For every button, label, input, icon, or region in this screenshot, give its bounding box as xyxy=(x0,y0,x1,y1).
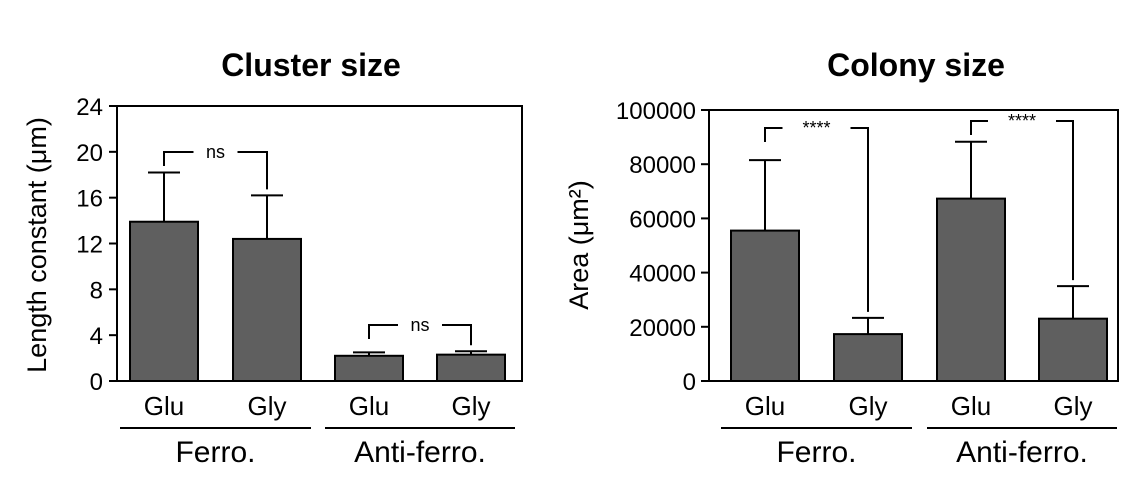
bar xyxy=(232,237,302,382)
x-tick-label: Glu xyxy=(144,391,184,421)
x-tick-label: Glu xyxy=(745,391,785,421)
significance-label: **** xyxy=(1008,111,1036,131)
significance-bracket xyxy=(850,127,869,312)
x-tick-label: Gly xyxy=(849,391,888,421)
group-label: Ferro. xyxy=(175,436,255,469)
x-tick-label: Gly xyxy=(452,391,491,421)
bar xyxy=(936,197,1006,382)
significance-bracket xyxy=(163,151,194,166)
y-tick-label: 60000 xyxy=(629,206,696,233)
bar xyxy=(129,220,199,382)
chart-title: Cluster size xyxy=(221,47,401,83)
bar xyxy=(730,229,800,382)
bar xyxy=(1038,317,1108,383)
y-axis-label: Length constant (μm) xyxy=(22,117,52,373)
significance-bracket xyxy=(368,324,398,339)
y-tick-label: 4 xyxy=(90,323,103,350)
bar xyxy=(436,353,506,383)
colony-size-panel: Colony size Area (μm²) 0 20000 40000 60000 8… xyxy=(564,47,1119,469)
x-tick-label: Gly xyxy=(1054,391,1093,421)
y-tick-label: 20 xyxy=(76,140,103,167)
significance-bracket xyxy=(1056,120,1074,281)
group-label: Anti-ferro. xyxy=(354,436,486,469)
y-tick-label: 20000 xyxy=(629,315,696,342)
significance-bracket xyxy=(764,127,783,142)
y-tick-label: 8 xyxy=(90,277,103,304)
y-tick-label: 16 xyxy=(76,186,103,213)
bar xyxy=(833,333,903,383)
group-label: Anti-ferro. xyxy=(956,436,1088,469)
y-axis-label: Area (μm²) xyxy=(564,180,594,310)
x-tick-label: Gly xyxy=(248,391,287,421)
x-tick-label: Glu xyxy=(951,391,991,421)
plot-frame xyxy=(708,109,1119,382)
y-tick-label: 80000 xyxy=(629,152,696,179)
cluster-size-panel: Cluster size Length constant (μm) 0 4 8 12 1… xyxy=(22,47,523,469)
group-label: Ferro. xyxy=(776,436,856,469)
significance-bracket xyxy=(442,324,472,346)
y-tick-label: 12 xyxy=(76,232,103,259)
significance-bracket xyxy=(237,151,268,190)
significance-label: ns xyxy=(206,142,225,162)
y-tick-label: 40000 xyxy=(629,261,696,288)
x-tick-label: Glu xyxy=(349,391,389,421)
y-tick-label: 100000 xyxy=(616,98,696,125)
significance-label: **** xyxy=(802,118,830,138)
significance-bracket xyxy=(970,120,988,135)
y-tick-label: 24 xyxy=(76,94,103,121)
chart-title: Colony size xyxy=(827,47,1005,83)
significance-label: ns xyxy=(410,315,429,335)
y-tick-label: 0 xyxy=(683,369,696,396)
bar xyxy=(334,354,404,382)
y-tick-label: 0 xyxy=(90,369,103,396)
